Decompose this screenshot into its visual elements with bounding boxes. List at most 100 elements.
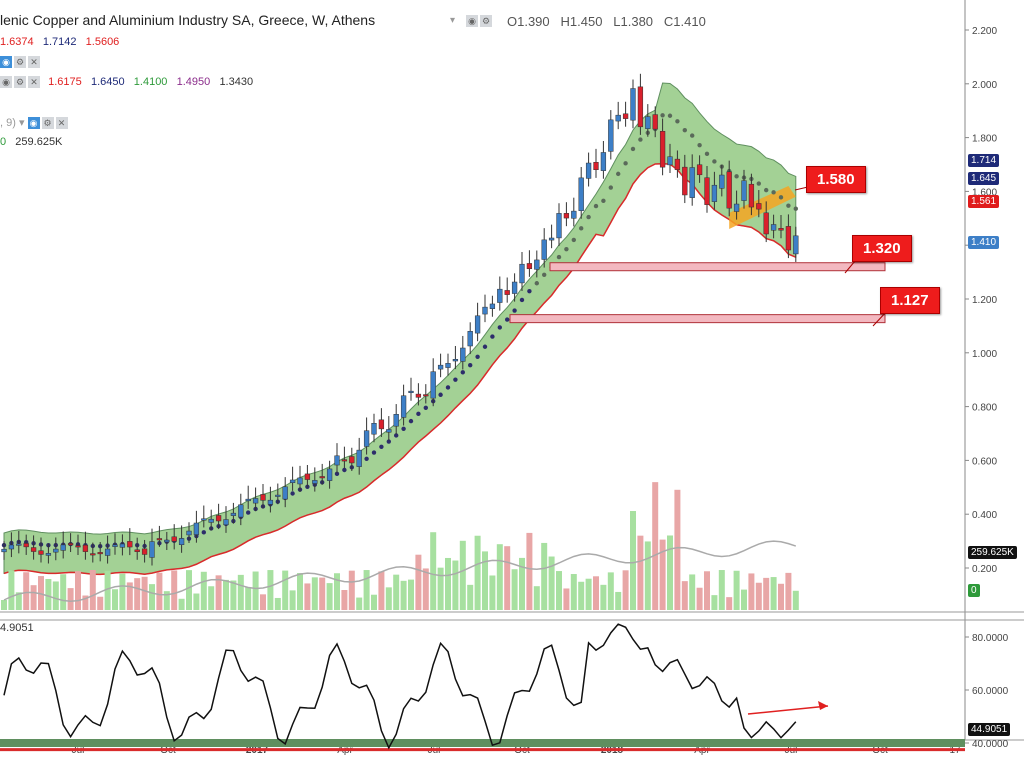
gear-icon[interactable]: ⚙ — [480, 14, 492, 27]
candle-up — [437, 364, 444, 370]
candle-up — [289, 479, 296, 484]
candle-up — [711, 184, 718, 202]
candle-up — [164, 539, 170, 543]
trend-dot — [778, 195, 784, 200]
candle-up — [16, 543, 22, 546]
indicator-2-value-a: 1.6175 — [48, 76, 82, 88]
trend-dot — [519, 297, 525, 303]
volume-value-a: 0 — [0, 136, 7, 148]
candle-up — [245, 498, 251, 502]
candle-down — [674, 158, 681, 170]
volume-bar — [178, 598, 185, 610]
volume-bar — [385, 587, 392, 610]
volume-bar — [408, 579, 414, 610]
volume-bar — [711, 595, 718, 610]
volume-value-b: 259.625K — [15, 136, 63, 148]
candle-up — [489, 303, 496, 309]
candle-down — [82, 544, 89, 552]
trend-dot — [630, 146, 636, 152]
candle-up — [60, 544, 66, 551]
trend-dot — [608, 185, 613, 190]
volume-bar — [504, 546, 511, 610]
volume-bar — [200, 571, 207, 610]
gear-icon[interactable]: ⚙ — [14, 56, 26, 69]
price-tag: 0 — [968, 583, 980, 597]
volume-bar — [770, 577, 777, 610]
eye-icon[interactable]: ◉ — [0, 76, 12, 89]
candle-down — [134, 549, 140, 552]
volume-bar — [119, 573, 126, 610]
gear-icon[interactable]: ⚙ — [14, 76, 26, 89]
close-icon[interactable]: ✕ — [28, 76, 40, 89]
volume-bar — [533, 586, 540, 610]
candle-up — [445, 363, 451, 368]
close-icon[interactable]: ✕ — [55, 117, 68, 130]
candle-up — [497, 288, 503, 303]
candle-up — [474, 315, 481, 334]
volume-average-line — [3, 540, 797, 603]
trend-dot — [386, 439, 391, 444]
volume-bar — [563, 588, 570, 610]
trend-dot — [793, 206, 798, 211]
indicator-2-value-d: 1.4950 — [176, 76, 211, 88]
candle-down — [156, 538, 163, 541]
trend-dot — [246, 510, 251, 515]
oscillator-line — [3, 623, 797, 750]
trend-dot — [475, 354, 480, 359]
dots-group — [1, 113, 798, 549]
volume-bar — [311, 577, 318, 610]
trend-dot — [601, 198, 606, 204]
candle-up — [408, 390, 414, 393]
trend-dot — [468, 362, 473, 368]
price-tag: 1.645 — [968, 172, 1000, 186]
eye-icon[interactable]: ◉ — [466, 14, 478, 27]
divergence-arrow — [747, 705, 829, 715]
gear-icon[interactable]: ⚙ — [41, 117, 54, 130]
candle-down — [504, 290, 510, 295]
indicator-row-1: 1.6374 1.7142 1.5606 — [0, 36, 119, 48]
volume-bar — [371, 594, 377, 610]
trend-dot — [394, 433, 399, 438]
trend-dot — [453, 377, 458, 382]
indicator-2-value-e: 1.3430 — [219, 76, 254, 88]
volume-bar — [696, 587, 703, 610]
volume-row: 0 259.625K — [0, 136, 62, 148]
candle-down — [378, 419, 385, 430]
trend-dot — [534, 281, 539, 286]
candle-up — [571, 210, 577, 219]
high-value: H1.450 — [560, 14, 603, 29]
oscillator-group — [0, 623, 965, 752]
osc-tick-label: 40.0000 — [972, 739, 1009, 750]
chart-title: lenic Copper and Aluminium Industry SA, … — [0, 12, 376, 28]
chevron-down-icon[interactable]: ▾ — [18, 117, 25, 129]
candle-up — [112, 544, 118, 547]
candles-group — [1, 73, 799, 566]
eye-icon[interactable]: ◉ — [0, 56, 12, 69]
volume-bar — [89, 570, 96, 610]
volume-bar — [430, 532, 437, 610]
candle-up — [252, 498, 259, 504]
volume-bar — [252, 571, 259, 610]
candle-down — [682, 166, 688, 196]
chevron-down-icon[interactable]: ▾ — [450, 15, 456, 26]
volume-bar — [186, 570, 192, 610]
volume-bar — [112, 589, 118, 610]
oscillator-value-tag: 44.9051 — [968, 723, 1011, 736]
close-icon[interactable]: ✕ — [28, 56, 40, 69]
trend-dot — [786, 203, 791, 208]
candle-up — [578, 177, 584, 211]
price-tag: 259.625K — [968, 546, 1017, 560]
price-tick-label: 0.200 — [972, 564, 997, 575]
candle-up — [119, 543, 126, 548]
volume-bar — [156, 572, 163, 610]
eye-icon[interactable]: ◉ — [27, 117, 40, 130]
volume-bar — [452, 560, 459, 610]
indicator-row-1-icons: ◉ ⚙ ✕ — [0, 56, 42, 69]
level-label-1320: 1.320 — [852, 235, 912, 262]
candle-up — [334, 455, 340, 466]
trend-dot — [771, 190, 776, 195]
volume-bar — [667, 535, 673, 610]
trend-dot — [482, 344, 488, 349]
trend-dot — [660, 113, 665, 118]
candle-up — [467, 331, 473, 347]
